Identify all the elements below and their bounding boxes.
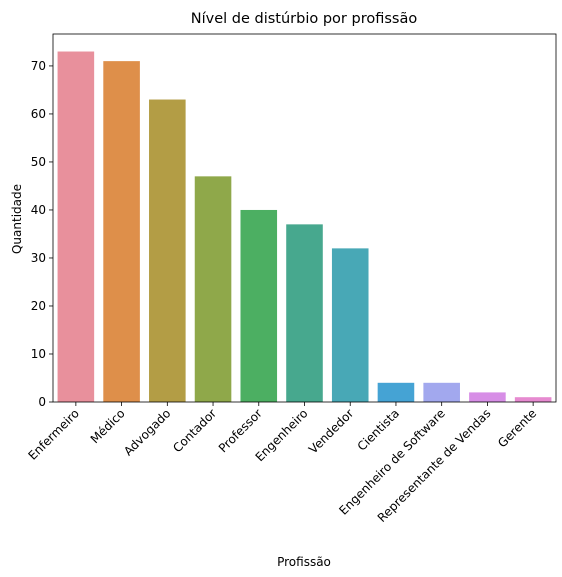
x-tick-label-2: Advogado (121, 406, 173, 458)
x-tick-label-7: Cientista (355, 406, 402, 453)
bar-1 (103, 61, 140, 402)
y-axis-label: Quantidade (10, 184, 24, 254)
y-tick-label-2: 20 (31, 299, 46, 313)
x-tick-label-0: Enfermeiro (25, 406, 82, 463)
y-tick-label-7: 70 (31, 59, 46, 73)
y-tick-label-0: 0 (38, 395, 46, 409)
bar-7 (377, 382, 415, 402)
bar-0 (57, 51, 95, 403)
bar-4 (240, 209, 278, 402)
plot-frame (52, 33, 557, 403)
bar-10 (514, 397, 552, 402)
bar-6 (331, 248, 369, 402)
y-tick-label-4: 40 (31, 203, 46, 217)
y-tick-label-6: 60 (31, 107, 46, 121)
y-tick-label-3: 30 (31, 251, 46, 265)
x-tick-label-6: Vendedor (306, 406, 356, 456)
y-tick-label-5: 50 (31, 155, 46, 169)
x-axis-label: Profissão (277, 555, 331, 569)
bar-3 (194, 176, 232, 402)
y-tick-label-1: 10 (31, 347, 46, 361)
x-tick-label-4: Professor (216, 406, 265, 455)
x-tick-label-1: Médico (88, 406, 128, 446)
bar-8 (423, 382, 460, 402)
bar-9 (469, 392, 506, 402)
bar-2 (149, 99, 186, 402)
bar-5 (286, 224, 323, 402)
x-tick-label-3: Contador (170, 406, 219, 455)
x-tick-label-10: Gerente (495, 406, 539, 450)
chart-title: Nível de distúrbio por profissão (191, 11, 418, 27)
